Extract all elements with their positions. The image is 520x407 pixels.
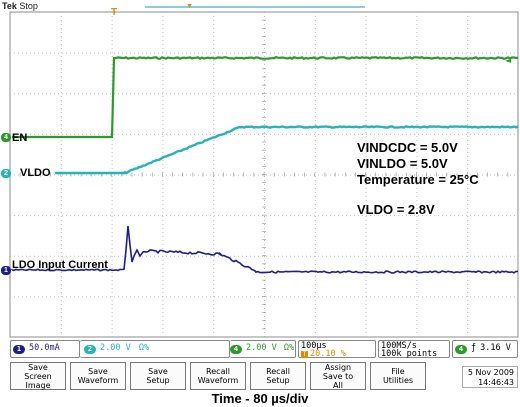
vinldo-text: VINLDO = 5.0V [357,156,448,171]
trigger-level: 3.16 V [480,343,511,353]
ch2-scale: 2.00 V [100,343,131,353]
save-waveform-button[interactable]: Save Waveform [70,362,126,390]
ch1-badge: 1 [13,345,25,354]
current-label: LDO Input Current [12,259,108,271]
ch4-ground-marker[interactable]: 4 [1,133,11,142]
ch2-readout[interactable]: 2 2.00 V Ω% [80,340,230,358]
trigger-tick-icon: ▼ [186,3,193,10]
ch2-ground-marker[interactable]: 2 [1,169,11,178]
run-state: Stop [19,1,38,11]
vindcdc-text: VINDCDC = 5.0V [357,140,458,155]
ch4-scale: 2.00 V [246,343,277,353]
date-text: 5 Nov 2009 [467,368,514,377]
acquisition-readout[interactable]: 100MS/s 100k points [378,340,450,358]
assign-save-button[interactable]: Assign Save to All [310,362,366,390]
ch2-badge: 2 [84,345,96,354]
vldo-value-text: VLDO = 2.8V [357,202,435,217]
temperature-text: Temperature = 25°C [357,172,479,187]
file-utilities-button[interactable]: File Utilities [370,362,426,390]
trigger-position-bar [145,6,365,8]
recall-setup-button[interactable]: Recall Setup [250,362,306,390]
recall-waveform-button[interactable]: Recall Waveform [190,362,246,390]
date-time-display: 5 Nov 2009 14:46:43 [462,366,518,388]
en-waveform [12,55,519,139]
en-label: EN [12,132,28,144]
trigger-pos-value: 20.10 % [310,349,346,359]
ch4-coupling: Ω% [283,343,295,353]
sample-rate: 100MS/s [381,341,417,351]
trigger-channel-badge: 4 [455,345,467,354]
record-length: 100k points [381,349,438,359]
trigger-point-marker[interactable]: T [111,7,118,18]
vldo-label: VLDO [20,167,51,179]
ch1-scale: 50.0mA [29,343,60,353]
brand-label: Tek [2,1,17,11]
graticule-grid [9,11,519,338]
readout-bar: 1 50.0mA 2 2.00 V Ω% 4 2.00 V Ω% 100µs T 20.… [0,338,520,360]
ch4-readout[interactable]: 4 2.00 V Ω% [230,340,296,358]
acquisition-status: Tek Stop [2,1,38,11]
trigger-level-arrow: ◄ [505,56,512,65]
current-waveform [11,225,518,274]
timebase-value: 100µs [301,341,327,351]
softkey-menu: Save Screen Image Save Waveform Save Set… [0,361,520,391]
trigger-readout[interactable]: 4 ƒ 3.16 V [452,340,518,358]
vldo-waveform [55,125,519,175]
timebase-readout[interactable]: 100µs T 20.10 % [298,340,376,358]
save-setup-button[interactable]: Save Setup [130,362,186,390]
time-text: 14:46:43 [478,378,514,387]
waveform-screen: ◄ [9,11,519,338]
test-conditions: VINDCDC = 5.0V VINLDO = 5.0V Temperature… [357,140,479,218]
ch1-readout[interactable]: 1 50.0mA [10,340,80,358]
trigger-slope-icon: ƒ [471,343,477,353]
trigger-pos-icon: T [301,351,308,358]
ch2-coupling: Ω% [138,343,150,353]
ch4-badge: 4 [230,345,242,354]
save-screen-image-button[interactable]: Save Screen Image [10,362,66,390]
ch1-ground-marker[interactable]: 1 [1,266,11,275]
time-scale-caption: Time - 80 µs/div [211,391,309,406]
